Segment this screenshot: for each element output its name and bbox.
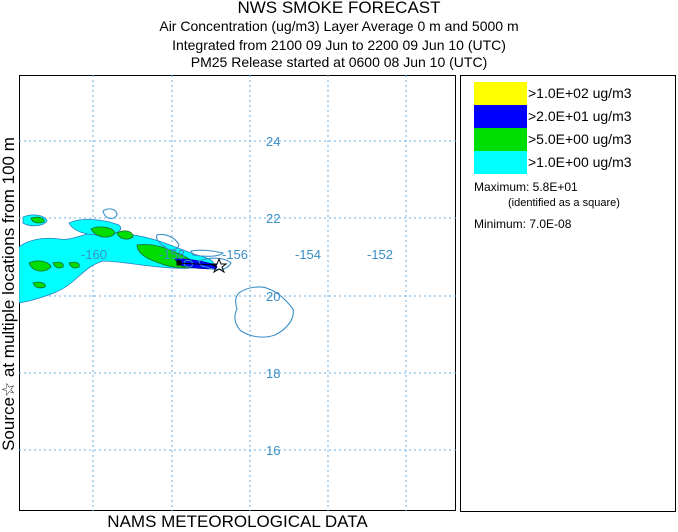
lon-label: -152 — [367, 247, 393, 262]
source-markers — [176, 257, 228, 274]
lat-labels: 24 22 20 18 16 — [266, 134, 280, 458]
lat-label: 18 — [266, 366, 280, 381]
legend-swatch — [474, 82, 527, 105]
concentration-subtitle: Air Concentration (ug/m3) Layer Average … — [159, 18, 519, 34]
source-star-icon — [210, 257, 228, 274]
legend-label: >2.0E+01 ug/m3 — [528, 108, 632, 124]
legend-label: >5.0E+00 ug/m3 — [528, 131, 632, 147]
release-start: PM25 Release started at 0600 08 Jun 10 (… — [190, 54, 488, 70]
source-track — [176, 262, 218, 266]
smoke-map[interactable]: 24 22 20 18 16 -160 -158 -156 -154 -152 — [19, 75, 456, 511]
lon-label: -154 — [295, 247, 321, 262]
legend-panel — [460, 75, 676, 512]
lon-label: -158 — [159, 247, 185, 262]
island-oahu — [155, 233, 180, 251]
lat-label: 16 — [266, 443, 280, 458]
lon-label: -156 — [222, 247, 248, 262]
legend-swatch — [474, 151, 527, 174]
maximum-value: Maximum: 5.8E+01 — [474, 180, 578, 194]
island-molokai — [190, 249, 225, 257]
island-outlines — [102, 208, 294, 338]
lon-labels: -160 -158 -156 -154 -152 — [81, 247, 393, 262]
forecast-title: NWS SMOKE FORECAST — [237, 0, 441, 17]
lon-label: -160 — [81, 247, 107, 262]
meteorological-data-label: NAMS METEOROLOGICAL DATA — [107, 512, 368, 531]
source-location-label: Source☆ at multiple locations from 100 m — [0, 137, 18, 451]
lat-label: 24 — [266, 134, 280, 149]
island-hawaii — [234, 286, 294, 338]
minimum-value: Minimum: 7.0E-08 — [474, 217, 572, 231]
legend-label: >1.0E+00 ug/m3 — [528, 154, 632, 170]
lat-label: 20 — [266, 289, 280, 304]
grid-lines — [19, 75, 456, 511]
island-kauai — [102, 208, 118, 220]
lat-label: 22 — [266, 211, 280, 226]
legend-item-green: >5.0E+00 ug/m3 — [474, 128, 674, 151]
legend-swatch — [474, 128, 527, 151]
legend-item-cyan: >1.0E+00 ug/m3 — [474, 151, 674, 174]
maximum-note: (identified as a square) — [508, 197, 620, 209]
legend-item-yellow: >1.0E+02 ug/m3 — [474, 82, 674, 105]
legend-label: >1.0E+02 ug/m3 — [528, 85, 632, 101]
integration-period: Integrated from 2100 09 Jun to 2200 09 J… — [172, 37, 506, 53]
legend-item-blue: >2.0E+01 ug/m3 — [474, 105, 674, 128]
island-lanai — [183, 259, 194, 268]
legend-swatch — [474, 105, 527, 128]
